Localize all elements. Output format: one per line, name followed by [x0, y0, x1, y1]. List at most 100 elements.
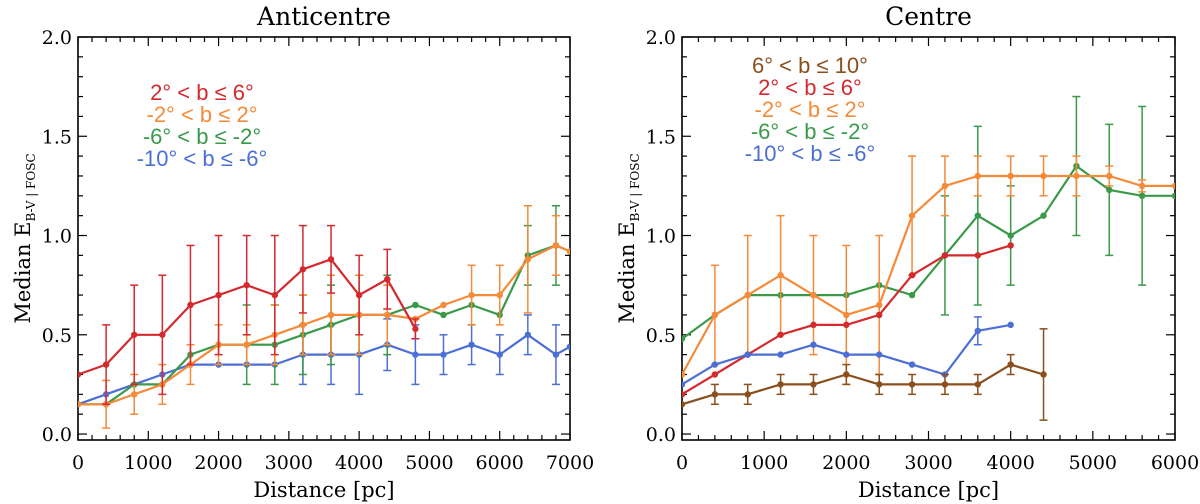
- data-point: [215, 291, 222, 299]
- data-point: [187, 301, 194, 309]
- data-point: [711, 371, 719, 378]
- legend-entry: -2° < b ≤ 2°: [147, 102, 258, 127]
- legend-entry: -6° < b ≤ -2°: [751, 119, 869, 144]
- data-point: [384, 311, 391, 319]
- data-point: [384, 275, 391, 283]
- y-tick-label: 1.5: [646, 126, 676, 148]
- data-point: [496, 291, 503, 299]
- x-tick-label: 6000: [476, 452, 524, 474]
- legend: 2° < b ≤ 6°-2° < b ≤ 2°-6° < b ≤ -2°-10°…: [137, 80, 268, 171]
- x-tick-label: 0: [676, 452, 688, 474]
- series-1: [682, 155, 1175, 386]
- data-point: [440, 351, 447, 358]
- x-tick-label: 2000: [822, 452, 870, 474]
- data-point: [682, 381, 686, 388]
- data-point: [440, 301, 447, 309]
- series-1: [78, 204, 570, 408]
- data-point: [1073, 172, 1080, 180]
- data-point: [843, 321, 850, 329]
- series-line: [682, 363, 1044, 406]
- data-point: [810, 291, 817, 299]
- series-4: [682, 328, 1048, 421]
- series-3: [682, 316, 1014, 388]
- x-tick-label: 1000: [124, 452, 172, 474]
- x-tick-label: 1000: [740, 452, 788, 474]
- legend-entry: -2° < b ≤ 2°: [755, 97, 866, 122]
- data-point: [908, 381, 916, 388]
- x-axis-label: Distance [pc]: [858, 478, 999, 502]
- data-point: [1106, 186, 1113, 194]
- data-point: [131, 331, 138, 338]
- data-point: [908, 291, 916, 299]
- data-area: [682, 95, 1175, 421]
- y-tick-label: 1.0: [646, 226, 676, 248]
- chart-panel-centre: Centre 0 1000 2000 3000 4000 5000 6000 0.0 0.5 1.0…: [615, 2, 1199, 502]
- y-tick-label: 2.0: [42, 27, 72, 49]
- data-point: [1007, 242, 1014, 249]
- data-point: [682, 371, 686, 378]
- x-tick-label: 2000: [194, 452, 242, 474]
- data-point: [440, 311, 447, 319]
- data-point: [412, 325, 419, 333]
- data-point: [682, 335, 686, 342]
- data-point: [552, 242, 560, 249]
- data-point: [744, 391, 751, 398]
- y-tick-label: 0.5: [42, 325, 72, 347]
- data-point: [159, 331, 166, 338]
- data-point: [1138, 182, 1146, 190]
- legend-entry: -10° < b ≤ -6°: [745, 141, 876, 166]
- data-point: [78, 401, 82, 408]
- data-point: [327, 311, 335, 319]
- y-tick-label: 0.5: [646, 325, 676, 347]
- legend-entry: 2° < b ≤ 6°: [758, 75, 862, 100]
- data-area: [78, 204, 570, 429]
- y-tick-label: 0.0: [42, 424, 72, 446]
- data-point: [876, 351, 883, 358]
- y-tick-label: 1.5: [42, 126, 72, 148]
- data-point: [974, 327, 981, 335]
- data-point: [412, 301, 419, 309]
- data-point: [1007, 232, 1014, 239]
- legend: 6° < b ≤ 10°2° < b ≤ 6°-2° < b ≤ 2°-6° <…: [745, 53, 876, 166]
- data-point: [1007, 321, 1014, 329]
- data-point: [682, 401, 686, 408]
- data-point: [299, 321, 307, 329]
- y-axis-label-subscript: B-V | FOSC: [628, 153, 642, 221]
- data-point: [876, 381, 883, 388]
- data-point: [843, 371, 850, 378]
- y-tick-label: 0.0: [646, 424, 676, 446]
- x-tick-label: 5000: [405, 452, 453, 474]
- data-point: [876, 301, 883, 309]
- x-tick-label: 6000: [1151, 452, 1199, 474]
- data-point: [1040, 172, 1047, 180]
- data-point: [566, 248, 570, 255]
- data-point: [843, 311, 850, 319]
- data-point: [777, 381, 784, 388]
- data-point: [468, 291, 475, 299]
- y-axis-label-main: Median E: [11, 222, 35, 324]
- data-point: [566, 343, 570, 350]
- data-point: [777, 331, 784, 338]
- data-point: [974, 212, 981, 219]
- data-point: [524, 331, 532, 338]
- data-point: [810, 381, 817, 388]
- x-tick-label: 7000: [546, 452, 594, 474]
- data-point: [1138, 192, 1146, 200]
- data-point: [468, 341, 475, 348]
- data-point: [552, 351, 560, 358]
- series-line: [682, 174, 1175, 376]
- y-tick-label: 2.0: [646, 27, 676, 49]
- y-axis-label: Median EB-V | FOSC: [11, 153, 38, 323]
- data-point: [327, 256, 335, 263]
- legend-entry: -10° < b ≤ -6°: [137, 146, 268, 171]
- legend-entry: 2° < b ≤ 6°: [150, 80, 254, 105]
- data-point: [412, 351, 419, 358]
- data-point: [908, 272, 916, 279]
- data-point: [355, 291, 363, 299]
- x-tick-label: 0: [72, 452, 84, 474]
- data-point: [243, 281, 250, 289]
- data-point: [941, 182, 949, 190]
- data-point: [744, 291, 751, 299]
- data-point: [102, 361, 110, 368]
